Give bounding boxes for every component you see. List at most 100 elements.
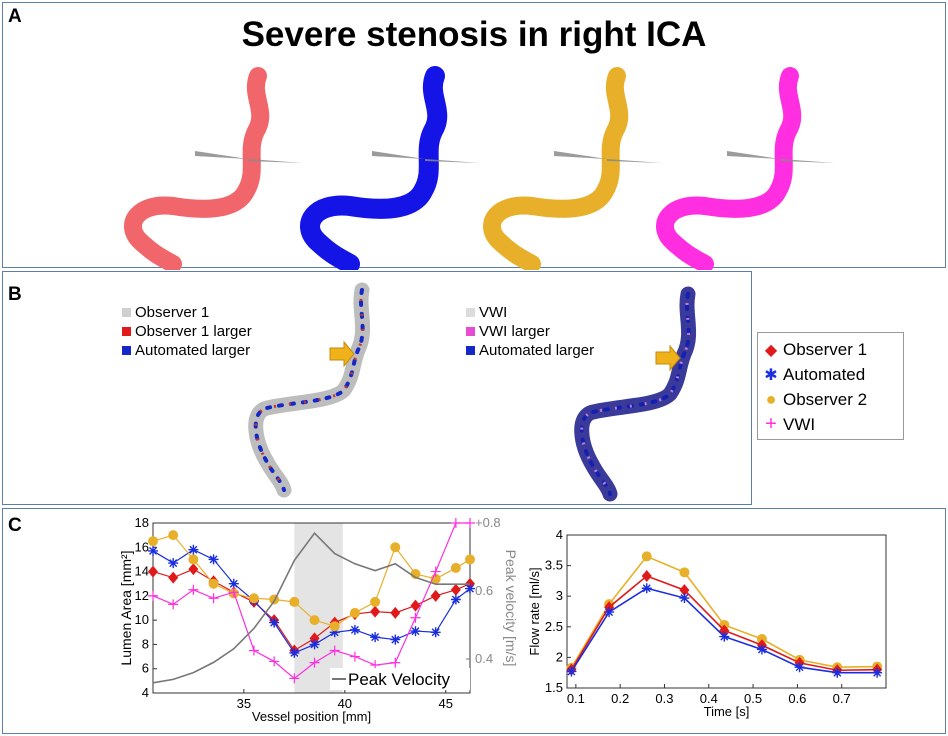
y-tick-label: 14 [135, 564, 149, 579]
legend-observer: Observer 1 Observer 1 larger Automated l… [122, 303, 252, 360]
y2-axis-label: Peak velocity [m/s] [503, 550, 519, 667]
stenosis-region [294, 523, 343, 693]
data-point [248, 645, 259, 656]
legend-label: Observer 1 [135, 304, 210, 321]
x-tick-label: 0.1 [567, 691, 585, 706]
marker-legend-item: ✱ Automated [761, 362, 903, 387]
panel-c [2, 508, 946, 734]
marker-legend-label: Observer 2 [783, 389, 868, 409]
data-point [168, 558, 179, 569]
cut-plane [607, 159, 662, 163]
legend-box [330, 668, 470, 690]
x-tick-label: 0.2 [611, 691, 629, 706]
y2-tick-label: 0.4 [475, 651, 493, 666]
y-axis-label: Flow rate [ml/s] [527, 567, 542, 655]
lumen-area-plot: 4 6 8 10 12 14 16 18 35 40 45 0.4 0.6 +0.8 Vessel posi… [118, 515, 519, 724]
x-tick-label: 0.5 [744, 691, 762, 706]
vessel-shape [124, 67, 270, 270]
legend-vwi: VWI VWI larger Automated larger [466, 303, 594, 360]
data-point [329, 645, 340, 656]
series-line [570, 555, 878, 669]
panel-b-label: B [8, 284, 22, 305]
y-tick-label: 10 [135, 612, 149, 627]
data-point [309, 657, 320, 668]
data-point [349, 624, 360, 635]
series-observer-2 [148, 530, 475, 632]
data-point [794, 662, 805, 673]
marker-legend-label: VWI [783, 414, 816, 434]
data-point [188, 554, 199, 565]
x-tick-label: 0.7 [833, 691, 851, 706]
data-point [465, 554, 475, 565]
data-point [208, 578, 219, 589]
y2-tick-label: +0.8 [475, 515, 501, 530]
data-point [289, 673, 300, 684]
marker-legend-item: ● Observer 2 [761, 387, 903, 412]
cut-plane [727, 151, 780, 159]
vessel-rendering [483, 67, 662, 270]
y2-tick-label: 0.6 [475, 583, 493, 598]
panel-a [2, 2, 946, 268]
vessel-rendering [124, 67, 303, 270]
cut-plane [248, 159, 303, 163]
plus-marker-icon: + [765, 413, 777, 435]
data-point [309, 615, 320, 626]
figure-title: Severe stenosis in right ICA [241, 15, 707, 54]
y-tick-label: 4 [142, 685, 149, 700]
vessel-shape [656, 67, 802, 270]
legend-label: VWI larger [479, 323, 550, 340]
data-point [148, 565, 158, 578]
diamond-marker-icon: ◆ [764, 341, 778, 359]
vessel-shape [483, 67, 629, 270]
data-point [679, 593, 690, 604]
data-point [269, 656, 280, 667]
plot-frame [566, 534, 887, 689]
y-tick-label: 4 [556, 527, 563, 542]
velocity-legend: Peak Velocity [330, 668, 470, 690]
data-point [148, 545, 158, 556]
data-point [188, 584, 199, 595]
stenosis-arrow-icon [329, 340, 355, 368]
legend-swatch [466, 346, 475, 355]
panel-b [2, 271, 752, 505]
marker-legend-item: ◆ Observer 1 [761, 337, 903, 362]
data-point [410, 599, 421, 612]
legend-swatch [466, 327, 475, 336]
data-point [430, 627, 441, 638]
x-tick-label: 0.6 [788, 691, 806, 706]
data-point [228, 578, 239, 589]
difference-map [574, 286, 697, 502]
plot-frame [152, 522, 471, 694]
data-point [450, 594, 461, 605]
data-point [872, 667, 883, 678]
data-point [465, 583, 475, 594]
data-point [208, 593, 219, 604]
data-point [370, 632, 381, 643]
data-point [208, 554, 219, 565]
cut-plane [554, 151, 607, 159]
legend-item: Automated larger [466, 341, 594, 360]
flow-rate-plot: 1.5 2 2.5 3 3.5 4 0.1 0.2 0.3 0.4 0.5 0.6 0.7 Time [s… [527, 527, 887, 719]
data-point [566, 666, 577, 677]
series-peak-velocity [152, 531, 470, 684]
data-point [756, 644, 767, 655]
legend-swatch [122, 327, 131, 336]
vessel-rendering [300, 66, 480, 270]
cut-plane [372, 151, 425, 159]
x-tick-label: 0.4 [700, 691, 718, 706]
data-point [168, 530, 179, 541]
legend-label: Peak Velocity [348, 670, 451, 689]
vessel-dots [579, 292, 691, 496]
data-point [370, 596, 381, 607]
data-point [188, 544, 199, 555]
legend-item: Observer 1 [122, 303, 252, 322]
vessel-renderings [124, 66, 835, 270]
cut-plane [425, 159, 480, 163]
data-point [410, 612, 421, 623]
cut-plane [195, 151, 248, 159]
x-tick-label: 40 [338, 696, 352, 711]
data-point [370, 605, 381, 618]
legend-item: Automated larger [122, 341, 252, 360]
data-point [450, 583, 461, 596]
